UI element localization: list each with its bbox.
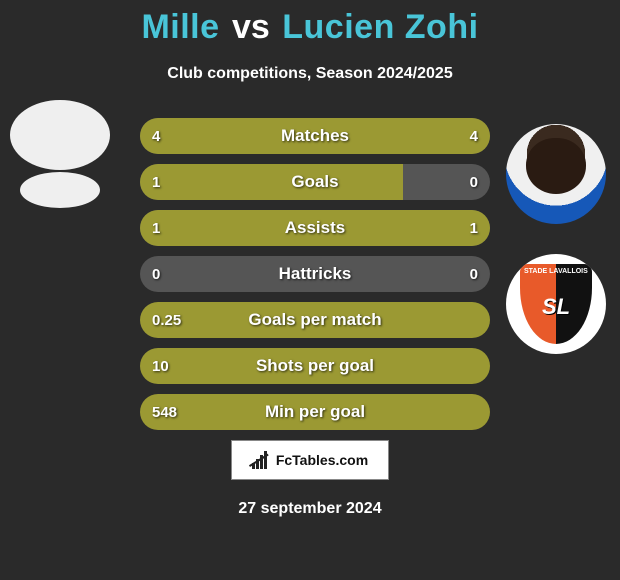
stat-value-left: 1 — [152, 210, 160, 246]
comparison-subtitle: Club competitions, Season 2024/2025 — [0, 65, 620, 83]
site-badge: FcTables.com — [231, 440, 389, 480]
stat-value-right: 1 — [470, 210, 478, 246]
stat-row: Assists1 1 — [140, 210, 490, 246]
club-right-logo: STADE LAVALLOIS — [506, 254, 606, 354]
stat-value-right: 0 — [470, 164, 478, 200]
club-right-top-text: STADE LAVALLOIS — [524, 268, 588, 275]
stat-row: Hattricks0 0 — [140, 256, 490, 292]
player-right-name: Lucien Zohi — [282, 8, 478, 46]
stat-label: Matches — [140, 118, 490, 154]
stat-label: Shots per goal — [140, 348, 490, 384]
site-logo-icon — [252, 451, 270, 469]
stat-value-left: 0 — [152, 256, 160, 292]
footer-date: 27 september 2024 — [0, 500, 620, 518]
club-left-logo — [20, 172, 100, 208]
stat-row: Min per goal548 — [140, 394, 490, 430]
stat-value-left: 4 — [152, 118, 160, 154]
stat-row: Goals per match0.25 — [140, 302, 490, 338]
stat-label: Assists — [140, 210, 490, 246]
stat-label: Goals per match — [140, 302, 490, 338]
stats-chart: Matches44Goals10Assists11Hattricks00Goal… — [140, 118, 490, 440]
stat-value-left: 0.25 — [152, 302, 181, 338]
stat-row: Matches4 4 — [140, 118, 490, 154]
title-vs: vs — [232, 8, 270, 46]
stat-value-right: 4 — [470, 118, 478, 154]
stat-row: Goals1 0 — [140, 164, 490, 200]
stat-label: Goals — [140, 164, 490, 200]
stat-label: Min per goal — [140, 394, 490, 430]
comparison-title: Mille vs Lucien Zohi — [0, 0, 620, 47]
stat-value-left: 1 — [152, 164, 160, 200]
stat-label: Hattricks — [140, 256, 490, 292]
stat-value-right: 0 — [470, 256, 478, 292]
player-left-avatar — [10, 100, 110, 170]
stat-row: Shots per goal10 — [140, 348, 490, 384]
site-name: FcTables.com — [276, 452, 368, 468]
stat-value-left: 10 — [152, 348, 169, 384]
stat-value-left: 548 — [152, 394, 177, 430]
player-left-name: Mille — [141, 8, 219, 46]
player-right-avatar — [506, 124, 606, 224]
